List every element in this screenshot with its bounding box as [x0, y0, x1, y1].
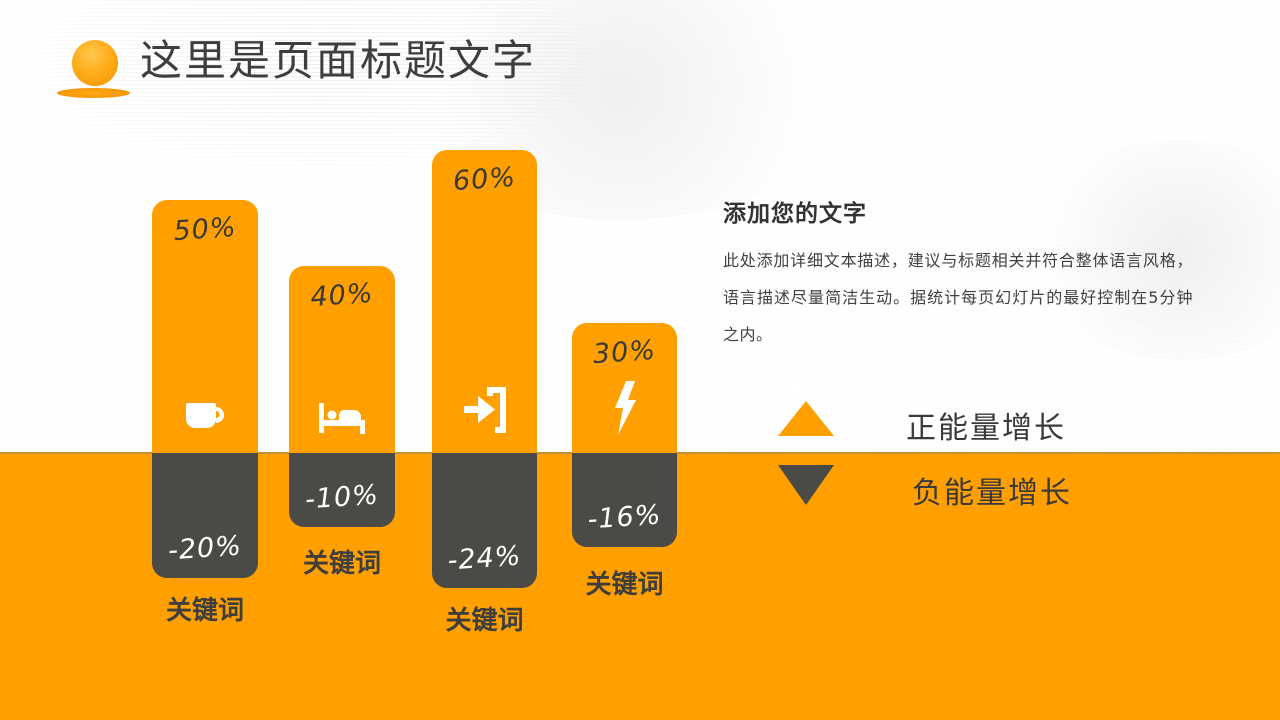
sign-in-icon: [462, 383, 508, 439]
description-heading: 添加您的文字: [723, 201, 867, 227]
bar-positive-value: 30%: [591, 334, 658, 371]
bar-positive-3: 60%: [432, 150, 537, 453]
bar-negative-3: -24%: [432, 453, 537, 588]
bar-category-label: 关键词: [585, 570, 664, 600]
bar-category-label: 关键词: [302, 549, 381, 579]
coffee-cup-icon: [182, 397, 228, 439]
sun-logo-icon: [72, 40, 118, 86]
description-block: 添加您的文字 此处添加详细文本描述，建议与标题相关并符合整体语言风格，语言描述尽…: [723, 194, 1193, 353]
bar-negative-value: -10%: [304, 479, 380, 516]
bar-negative-value: -16%: [586, 499, 663, 536]
bar-positive-1: 50%: [152, 200, 258, 453]
page-title: 这里是页面标题文字: [140, 36, 537, 85]
bar-positive-value: 40%: [309, 277, 375, 314]
legend-triangle-down-icon: [778, 465, 834, 505]
bar-negative-1: -20%: [152, 453, 258, 578]
legend-negative-label: 负能量增长: [912, 476, 1072, 511]
bar-negative-4: -16%: [572, 453, 677, 547]
bar-category-label: 关键词: [165, 596, 244, 626]
bar-positive-value: 60%: [451, 161, 518, 198]
bar-negative-value: -24%: [446, 540, 523, 577]
bar-negative-2: -10%: [289, 453, 395, 527]
legend-positive-label: 正能量增长: [906, 411, 1066, 446]
bar-positive-value: 50%: [172, 211, 238, 248]
bed-icon: [317, 401, 367, 439]
bar-category-label: 关键词: [445, 606, 524, 636]
description-body: 此处添加详细文本描述，建议与标题相关并符合整体语言风格，语言描述尽量简洁生动。据…: [723, 251, 1193, 344]
lightning-bolt-icon: [613, 381, 637, 439]
bar-negative-value: -20%: [167, 530, 243, 567]
bar-positive-4: 30%: [572, 323, 677, 453]
legend-triangle-up-icon: [778, 401, 834, 436]
background-blob: [1020, 140, 1280, 360]
bar-positive-2: 40%: [289, 266, 395, 453]
sun-logo-ground: [57, 88, 130, 98]
